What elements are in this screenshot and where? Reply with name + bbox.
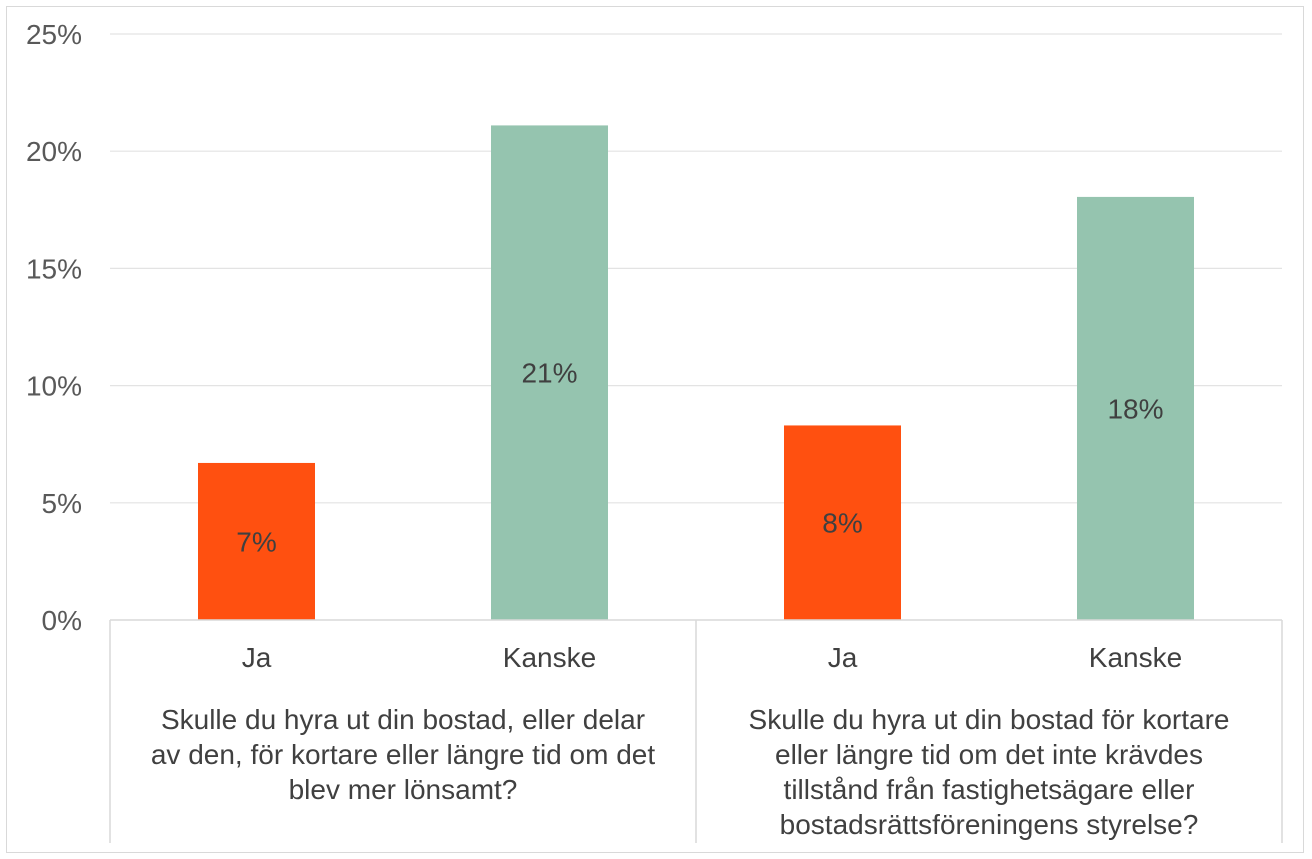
chart-frame: [6, 6, 1304, 853]
group-title-2-line: Skulle du hyra ut din bostad för kortare: [748, 704, 1230, 735]
category-label: Ja: [242, 642, 272, 673]
group-title-1-line: blev mer lönsamt?: [288, 774, 518, 805]
bar-kanske: [491, 125, 608, 620]
group-title-1-line: Skulle du hyra ut din bostad, eller dela…: [160, 704, 646, 735]
bar-ja: [784, 425, 901, 620]
group-title-1: Skulle du hyra ut din bostad, eller dela…: [110, 702, 696, 807]
data-labels: 7% 21% 8% 18%: [236, 358, 1163, 558]
group-title-2-line: eller längre tid om det inte krävdes: [775, 739, 1203, 770]
bar-ja: [198, 462, 315, 620]
y-tick-label: 10%: [26, 371, 82, 402]
y-axis-ticks: 0% 5% 10% 15% 20% 25%: [26, 19, 82, 636]
y-tick-label: 0%: [42, 605, 82, 636]
group-title-2-line: tillstånd från fastighetsägare eller: [783, 774, 1195, 805]
y-tick-label: 25%: [26, 19, 82, 50]
group-title-1-line: av den, för kortare eller längre tid om …: [150, 739, 656, 770]
bars: [198, 125, 1194, 620]
category-label: Kanske: [503, 642, 596, 673]
data-label: 21%: [521, 358, 577, 389]
y-tick-label: 20%: [26, 136, 82, 167]
group-title-2: Skulle du hyra ut din bostad för kortare…: [696, 702, 1282, 842]
data-label: 8%: [822, 508, 862, 539]
y-tick-label: 5%: [42, 488, 82, 519]
category-axis: Ja Kanske Ja Kanske: [109, 619, 1283, 843]
y-tick-label: 15%: [26, 253, 82, 284]
data-label: 18%: [1107, 393, 1163, 424]
category-label: Ja: [828, 642, 858, 673]
group-title-2-line: bostadsrättsföreningens styrelse?: [779, 809, 1199, 840]
category-label: Kanske: [1089, 642, 1182, 673]
bar-kanske: [1077, 196, 1194, 620]
data-label: 7%: [236, 526, 276, 557]
